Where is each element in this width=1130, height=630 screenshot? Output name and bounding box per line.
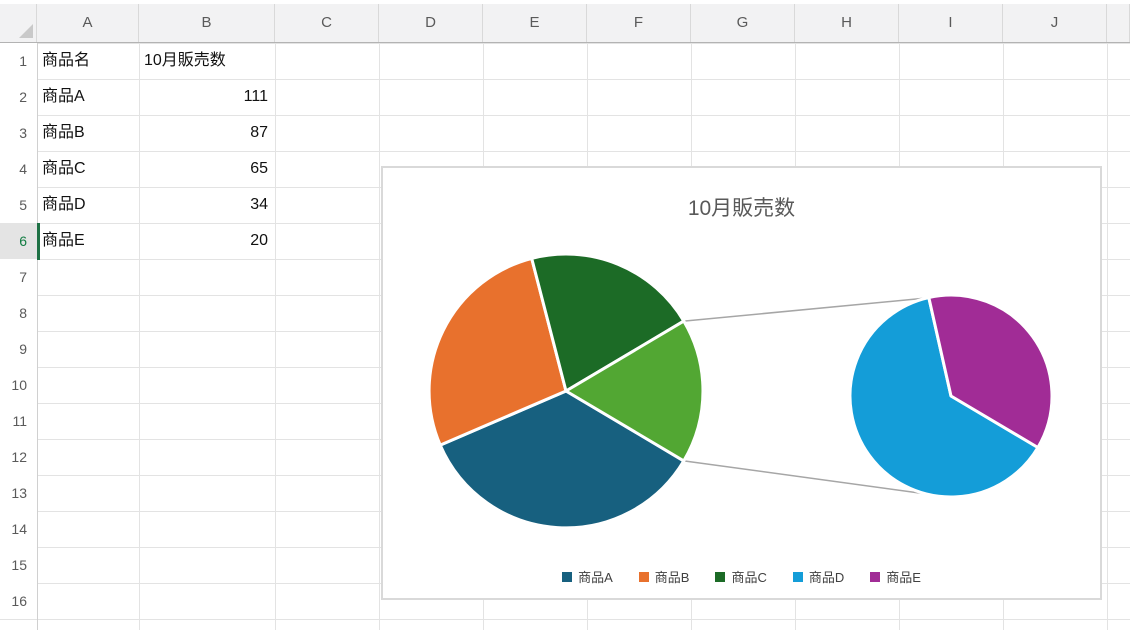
select-all-corner[interactable]	[0, 4, 37, 42]
series-connector-line	[683, 460, 927, 495]
cell-b4[interactable]: 65	[250, 160, 268, 177]
row-header-6[interactable]: 6	[0, 223, 37, 259]
row-header-7[interactable]: 7	[0, 259, 37, 295]
cell-b1[interactable]: 10月販売数	[144, 52, 226, 69]
gridline-vertical	[37, 43, 38, 630]
cell-a2[interactable]: 商品A	[42, 88, 85, 105]
row-header-3[interactable]: 3	[0, 115, 37, 151]
cell-b6[interactable]: 20	[250, 232, 268, 249]
column-header-g[interactable]: G	[691, 4, 795, 42]
legend-label: 商品B	[654, 570, 690, 585]
legend-item-4[interactable]: 商品E	[870, 567, 921, 586]
row-header-9[interactable]: 9	[0, 331, 37, 367]
row-header-4[interactable]: 4	[0, 151, 37, 187]
column-header-e[interactable]: E	[483, 4, 587, 42]
column-header-h[interactable]: H	[795, 4, 899, 42]
row-header-14[interactable]: 14	[0, 511, 37, 547]
chart-plot-area	[427, 252, 1054, 530]
row-header-13[interactable]: 13	[0, 475, 37, 511]
gridline-vertical	[275, 43, 276, 630]
row-header-2[interactable]: 2	[0, 79, 37, 115]
column-header-c[interactable]: C	[275, 4, 379, 42]
legend-swatch-icon	[562, 571, 573, 582]
row-header-15[interactable]: 15	[0, 547, 37, 583]
legend-item-3[interactable]: 商品D	[792, 567, 845, 586]
row-header-5[interactable]: 5	[0, 187, 37, 223]
column-header-f[interactable]: F	[587, 4, 691, 42]
cell-a4[interactable]: 商品C	[42, 160, 86, 177]
column-header-d[interactable]: D	[379, 4, 483, 42]
active-cell-border	[37, 223, 40, 260]
cell-a1[interactable]: 商品名	[42, 52, 91, 69]
column-header-i[interactable]: I	[899, 4, 1003, 42]
secondary-pie-slice-1[interactable]	[927, 293, 1054, 449]
column-header-b[interactable]: B	[139, 4, 275, 42]
row-header-1[interactable]: 1	[0, 43, 37, 79]
chart-legend[interactable]: 商品A 商品B 商品C 商品D 商品E	[383, 567, 1100, 586]
chart-title[interactable]: 10月販売数	[687, 197, 796, 220]
row-header-10[interactable]: 10	[0, 367, 37, 403]
legend-swatch-icon	[638, 571, 649, 582]
main-pie-slice-2[interactable]	[530, 252, 686, 393]
cell-a5[interactable]: 商品D	[42, 196, 86, 213]
row-header-16[interactable]: 16	[0, 583, 37, 619]
main-pie-slice-1[interactable]	[427, 256, 568, 447]
legend-swatch-icon	[870, 571, 881, 582]
gridline-vertical	[139, 43, 140, 630]
row-header-12[interactable]: 12	[0, 439, 37, 475]
series-connector-line	[683, 297, 927, 322]
column-header-a[interactable]: A	[37, 4, 139, 42]
gridline-vertical	[379, 43, 380, 630]
legend-label: 商品E	[886, 570, 921, 585]
cell-b2[interactable]: 111	[243, 88, 268, 105]
row-header-8[interactable]: 8	[0, 295, 37, 331]
legend-swatch-icon	[715, 571, 726, 582]
legend-label: 商品C	[731, 570, 767, 585]
legend-item-0[interactable]: 商品A	[562, 567, 613, 586]
cell-a3[interactable]: 商品B	[42, 124, 85, 141]
pie-of-pie-chart[interactable]: 10月販売数 商品A 商品B 商品C 商品D 商品E	[381, 166, 1102, 600]
column-header-partial[interactable]	[1107, 4, 1130, 42]
legend-label: 商品A	[578, 570, 613, 585]
cell-b5[interactable]: 34	[250, 196, 268, 213]
select-all-triangle-icon	[19, 24, 33, 38]
legend-item-1[interactable]: 商品B	[638, 567, 690, 586]
main-pie-slice-other[interactable]	[564, 319, 705, 463]
legend-item-2[interactable]: 商品C	[715, 567, 767, 586]
row-header-11[interactable]: 11	[0, 403, 37, 439]
column-header-j[interactable]: J	[1003, 4, 1107, 42]
legend-label: 商品D	[808, 570, 845, 585]
gridline-vertical	[1107, 43, 1108, 630]
legend-swatch-icon	[792, 571, 803, 582]
secondary-pie-slice-0[interactable]	[848, 296, 1040, 499]
cell-a6[interactable]: 商品E	[42, 232, 85, 249]
cell-b3[interactable]: 87	[250, 124, 268, 141]
